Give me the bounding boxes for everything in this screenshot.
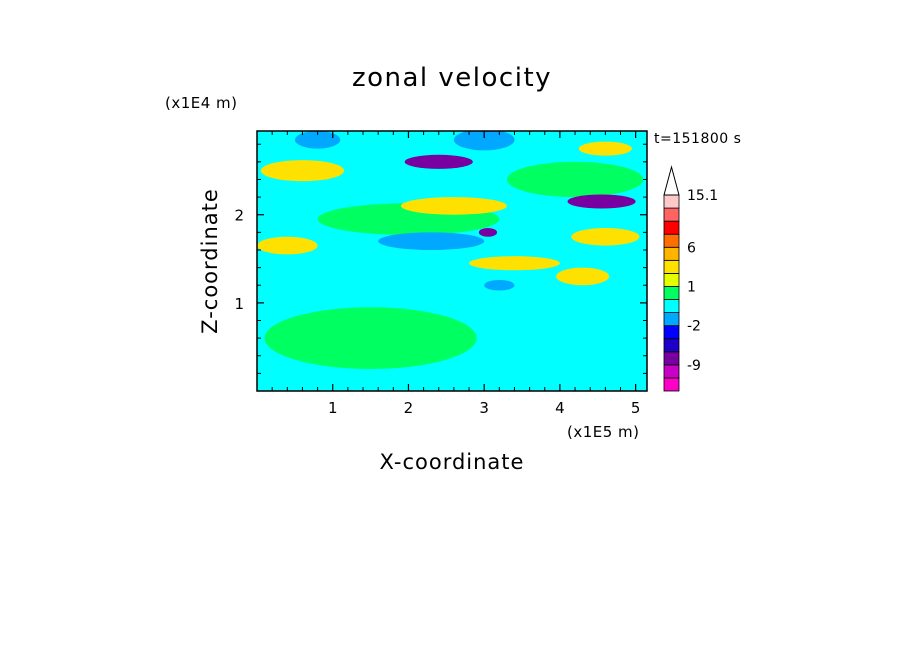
velocity-feature-14	[578, 141, 632, 156]
colorbar-segment	[663, 351, 680, 366]
plot-frame	[256, 130, 648, 392]
velocity-feature-9	[294, 131, 341, 149]
colorbar-tick-label: -2	[687, 319, 701, 335]
colorbar-segment	[663, 194, 680, 209]
velocity-feature-20	[567, 194, 636, 209]
colorbar-segment	[663, 246, 680, 261]
velocity-feature-15	[571, 227, 640, 246]
colorbar-segment	[663, 364, 680, 379]
x-axis-label: X-coordinate	[380, 450, 525, 474]
x-axis: 1 2 3 4 5	[271, 131, 641, 417]
colorbar-tick-label: 6	[687, 240, 696, 256]
colorbar-extend-arrow	[663, 165, 680, 196]
colorbar-segment	[663, 312, 680, 327]
chart-title: zonal velocity	[352, 63, 552, 93]
velocity-feature-1	[453, 289, 560, 317]
colorbar-segment	[663, 338, 680, 353]
colorbar-segment	[663, 233, 680, 248]
x-tick-label: 5	[631, 399, 641, 417]
y-axis-label: Z-coordinate	[198, 188, 222, 334]
x-scale-label: (x1E5 m)	[567, 423, 640, 441]
velocity-feature-21	[478, 227, 498, 237]
velocity-feature-3	[544, 329, 647, 383]
colorbar-segment	[663, 325, 680, 340]
velocity-feature-16	[556, 267, 610, 286]
velocity-feature-4	[257, 195, 348, 217]
time-label: t=151800 s	[654, 131, 741, 147]
velocity-field	[257, 131, 647, 391]
velocity-feature-12	[257, 236, 318, 255]
velocity-feature-10	[453, 131, 515, 151]
colorbar-segment	[663, 377, 680, 392]
x-tick-label: 2	[404, 399, 414, 417]
x-tick-label: 1	[328, 399, 338, 417]
colorbar-tick-label: 1	[687, 279, 696, 295]
colorbar-tick-label: -9	[687, 358, 701, 374]
colorbar-segment	[663, 272, 680, 287]
y-axis: 12	[234, 143, 647, 374]
colorbar-segment	[663, 259, 680, 274]
colorbar-segment	[663, 286, 680, 300]
velocity-feature-5	[264, 307, 477, 369]
colorbar-segment	[663, 299, 680, 313]
velocity-feature-11	[484, 279, 515, 291]
velocity-feature-7	[506, 161, 644, 198]
colorbar-tick-label: 15.1	[687, 188, 718, 204]
velocity-feature-17	[260, 160, 345, 182]
x-tick-label: 3	[479, 399, 489, 417]
velocity-feature-0	[272, 274, 364, 296]
velocity-feature-19	[404, 154, 473, 169]
colorbar-segment	[663, 220, 680, 235]
velocity-feature-13	[469, 256, 560, 271]
velocity-feature-18	[400, 197, 507, 215]
colorbar: 15.1 6 1 -2 -9	[663, 165, 718, 392]
y-scale-label: (x1E4 m)	[165, 94, 238, 112]
x-tick-label: 4	[555, 399, 565, 417]
velocity-feature-8	[378, 232, 485, 250]
y-tick-label: 1	[234, 295, 244, 313]
y-tick-label: 2	[234, 207, 244, 225]
colorbar-segment	[663, 207, 680, 222]
